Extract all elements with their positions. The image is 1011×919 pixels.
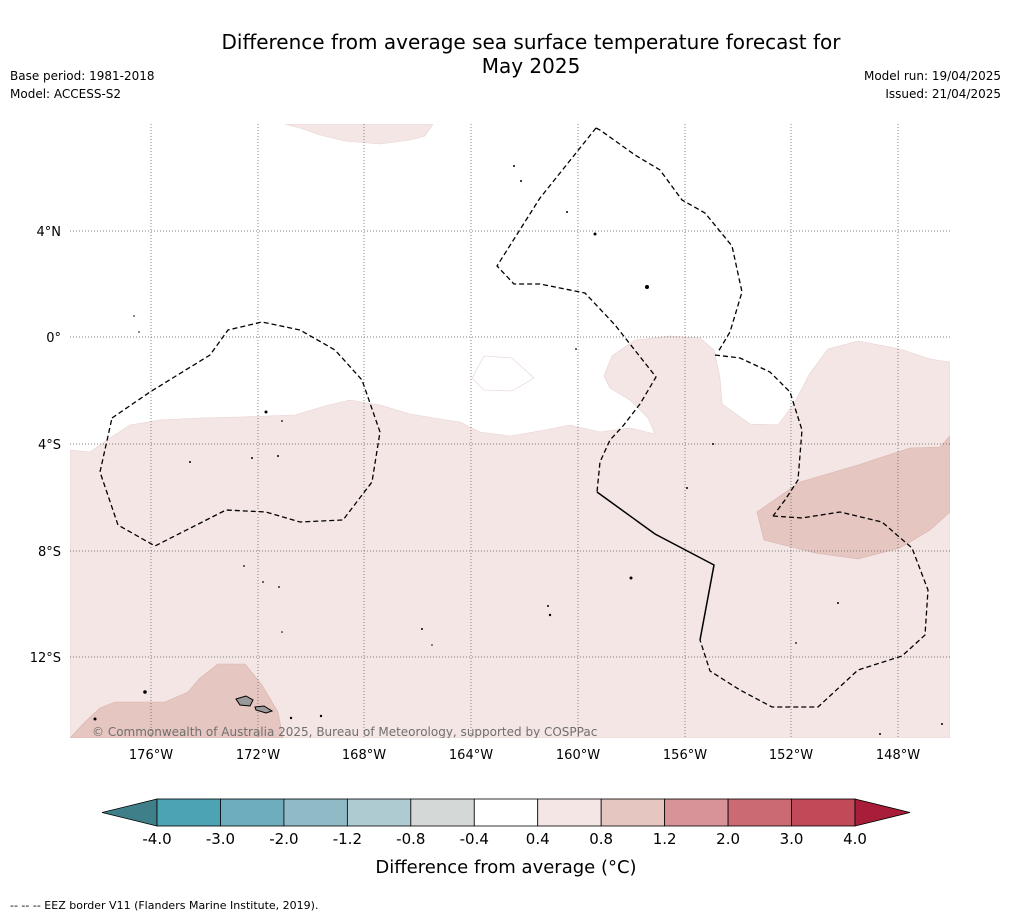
- colorbar-segment: [664, 798, 729, 827]
- colorbar-tick-label: -0.4: [460, 830, 489, 848]
- lat-label: 4°S: [38, 438, 61, 453]
- model-run: Model run: 19/04/2025: [863, 69, 1001, 83]
- copyright-notice: © Commonwealth of Australia 2025, Bureau…: [92, 725, 597, 739]
- lat-label: 12°S: [30, 651, 61, 666]
- map-area: © Commonwealth of Australia 2025, Bureau…: [70, 124, 950, 739]
- colorbar-tick-labels: -4.0 -3.0 -2.0 -1.2 -0.8 -0.4 0.4 0.8 1.2 2.0 3.0 4…: [142, 830, 867, 848]
- atolls: [93, 165, 943, 735]
- anomaly-region-0.8-1.2-east: [756, 435, 950, 560]
- eez-borders: [99, 127, 929, 708]
- colorbar: -4.0 -3.0 -2.0 -1.2 -0.8 -0.4 0.4 0.8 1.2 2.0 3.0 4…: [101, 798, 911, 878]
- colorbar-segment: [220, 798, 285, 827]
- colorbar-tick-label: -4.0: [142, 830, 171, 848]
- meta-left: Base period: 1981-2018 Model: ACCESS-S2: [10, 67, 155, 103]
- colorbar-segments: [101, 798, 911, 827]
- lat-label: 4°N: [37, 225, 62, 240]
- model-name: Model: ACCESS-S2: [10, 87, 122, 101]
- latitude-labels: 4°N 0° 4°S 8°S 12°S: [30, 225, 61, 666]
- colorbar-tick-label: -3.0: [206, 830, 235, 848]
- lon-label: 148°W: [876, 748, 920, 763]
- longitude-labels: 176°W 172°W 168°W 164°W 160°W 156°W 152°…: [129, 748, 920, 763]
- base-period: Base period: 1981-2018: [10, 69, 155, 83]
- colorbar-segment: [791, 798, 856, 827]
- graticule: [70, 124, 950, 738]
- colorbar-segment: [537, 798, 602, 827]
- colorbar-extend-high: [854, 798, 911, 827]
- eez-border-cook-islands: [699, 511, 929, 708]
- colorbar-label: Difference from average (°C): [375, 857, 636, 878]
- maritime-boundary-line: [596, 491, 715, 641]
- colorbar-segment: [727, 798, 792, 827]
- title-line-2: May 2025: [481, 54, 581, 78]
- colorbar-tick-label: -0.8: [396, 830, 425, 848]
- lat-label: 0°: [46, 331, 61, 346]
- eez-legend-note: -- -- -- EEZ border V11 (Flanders Marine…: [10, 899, 319, 912]
- colorbar-segment: [283, 798, 348, 827]
- eez-border-line-islands-west: [496, 127, 657, 493]
- colorbar-segment: [156, 798, 221, 827]
- meta-right: Model run: 19/04/2025 Issued: 21/04/2025: [864, 67, 1001, 103]
- title-line-1: Difference from average sea surface temp…: [221, 30, 841, 54]
- colorbar-tick-label: 2.0: [716, 830, 740, 848]
- colorbar-segment: [473, 798, 539, 827]
- colorbar-segment: [346, 798, 412, 827]
- lon-label: 156°W: [663, 748, 707, 763]
- eez-border-tokelau: [99, 321, 381, 547]
- islands: [235, 695, 274, 714]
- lat-label: 8°S: [38, 545, 61, 560]
- anomaly-region-0.4-0.8: [70, 335, 950, 738]
- island-upolu: [254, 705, 274, 714]
- eez-border-line-islands-south: [714, 354, 803, 517]
- lon-label: 160°W: [556, 748, 600, 763]
- colorbar-tick-label: 1.2: [653, 830, 677, 848]
- eez-border-line-islands-north: [595, 127, 743, 353]
- map-title: Difference from average sea surface temp…: [0, 30, 1011, 78]
- anomaly-region-0.8-1.2-sw: [70, 663, 284, 738]
- issued-date: Issued: 21/04/2025: [885, 87, 1001, 101]
- colorbar-segment: [410, 798, 475, 827]
- island-savaii: [235, 695, 254, 707]
- colorbar-tick-label: 0.8: [589, 830, 613, 848]
- lon-label: 172°W: [236, 748, 280, 763]
- colorbar-tick-label: -1.2: [333, 830, 362, 848]
- lon-label: 152°W: [769, 748, 813, 763]
- lon-label: 176°W: [129, 748, 173, 763]
- colorbar-extend-low: [101, 798, 158, 827]
- lon-label: 168°W: [342, 748, 386, 763]
- neutral-patch: [471, 355, 535, 392]
- lon-label: 164°W: [449, 748, 493, 763]
- colorbar-segment: [600, 798, 666, 827]
- colorbar-tick-label: -2.0: [269, 830, 298, 848]
- colorbar-tick-label: 3.0: [780, 830, 804, 848]
- colorbar-tick-label: 4.0: [843, 830, 867, 848]
- colorbar-tick-label: 0.4: [526, 830, 550, 848]
- anomaly-region-0.4-0.8-north: [284, 124, 434, 145]
